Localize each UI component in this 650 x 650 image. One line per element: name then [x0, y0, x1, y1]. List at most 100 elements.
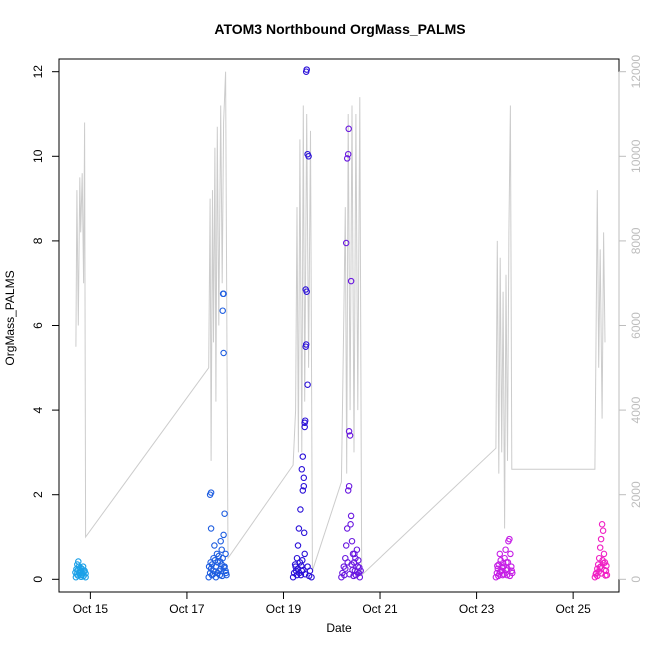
- data-point: [212, 568, 219, 575]
- data-point: [293, 554, 301, 562]
- data-point: [211, 542, 218, 549]
- y-tick-label: 12: [31, 65, 45, 79]
- data-point: [222, 550, 229, 558]
- data-point: [306, 567, 314, 575]
- x-tick-label: Oct 21: [362, 602, 398, 616]
- data-point: [600, 550, 608, 558]
- y-tick-label: 6: [31, 322, 45, 329]
- data-point: [220, 290, 227, 298]
- data-point: [343, 155, 351, 162]
- y-tick-label: 8: [31, 237, 45, 244]
- data-point: [302, 286, 309, 293]
- data-point: [347, 521, 354, 528]
- data-point: [508, 563, 515, 570]
- data-point: [301, 550, 308, 558]
- data-point: [82, 570, 89, 577]
- data-point: [342, 239, 350, 247]
- x-tick-label: Oct 17: [169, 602, 205, 616]
- data-point: [508, 567, 516, 575]
- data-point: [74, 572, 82, 579]
- data-point: [220, 349, 227, 357]
- data-point: [304, 381, 311, 388]
- data-point: [356, 564, 363, 571]
- left-y-axis: 0 2 4 6 8 10 12: [31, 65, 60, 583]
- data-point: [599, 527, 607, 534]
- data-point: [220, 564, 228, 571]
- data-point: [342, 542, 350, 549]
- data-point: [205, 573, 212, 581]
- data-point: [345, 482, 353, 490]
- data-point: [503, 571, 511, 579]
- data-point: [298, 562, 305, 570]
- data-point: [300, 482, 308, 490]
- x-tick-label: Oct 15: [73, 602, 109, 616]
- data-point: [600, 559, 607, 567]
- data-point: [73, 565, 80, 573]
- data-point: [299, 487, 307, 494]
- data-point: [298, 466, 306, 473]
- data-point: [294, 542, 302, 549]
- data-point: [347, 512, 355, 520]
- data-point: [344, 150, 352, 158]
- data-point: [217, 565, 224, 572]
- data-point: [295, 525, 303, 532]
- right-tick-label: 12000: [629, 55, 643, 89]
- data-point: [75, 558, 82, 565]
- right-altitude-axis: 0 2000 4000 6000 8000 10000 12000: [618, 55, 643, 583]
- right-tick-label: 6000: [629, 312, 643, 339]
- data-point: [207, 559, 214, 566]
- data-point: [496, 570, 503, 578]
- data-point: [349, 566, 356, 574]
- data-point: [355, 557, 362, 564]
- data-point: [599, 557, 606, 564]
- data-point: [345, 428, 353, 435]
- right-tick-label: 8000: [629, 227, 643, 254]
- data-point: [345, 125, 352, 133]
- data-point: [602, 572, 609, 579]
- data-point: [301, 423, 308, 431]
- data-point: [496, 550, 504, 558]
- data-point: [494, 562, 501, 570]
- right-tick-label: 10000: [629, 139, 643, 173]
- data-point: [216, 558, 224, 565]
- x-tick-label: Oct 19: [266, 602, 302, 616]
- x-axis: Oct 15 Oct 17 Oct 19 Oct 21 Oct 23 Oct 25: [73, 591, 591, 616]
- right-tick-label: 0: [629, 576, 643, 583]
- data-point: [222, 569, 230, 577]
- data-point: [300, 474, 308, 482]
- data-point: [80, 568, 88, 575]
- data-point: [348, 537, 356, 545]
- data-point: [506, 535, 513, 543]
- x-axis-label: Date: [326, 621, 352, 635]
- data-point: [303, 66, 310, 73]
- data-point: [350, 572, 357, 580]
- data-point: [356, 573, 364, 581]
- x-tick-label: Oct 25: [555, 602, 591, 616]
- data-point: [346, 432, 354, 439]
- data-point: [207, 489, 215, 496]
- data-point: [347, 277, 355, 285]
- data-point: [217, 537, 224, 545]
- data-point: [357, 567, 364, 575]
- data-point: [299, 453, 307, 460]
- data-point: [301, 417, 309, 424]
- data-point: [596, 544, 604, 551]
- data-point: [596, 564, 603, 571]
- data-point: [507, 550, 514, 558]
- data-point: [221, 510, 228, 517]
- data-point: [304, 150, 311, 158]
- data-point: [499, 559, 507, 567]
- data-point: [351, 550, 358, 558]
- data-point: [343, 525, 351, 532]
- data-point: [77, 567, 84, 575]
- data-point: [300, 529, 308, 537]
- data-point: [502, 546, 509, 553]
- x-tick-label: Oct 23: [459, 602, 495, 616]
- data-point: [205, 563, 213, 570]
- y-tick-label: 0: [31, 576, 45, 583]
- chart-title: ATOM3 Northbound OrgMass_PALMS: [214, 21, 465, 37]
- data-point: [342, 565, 349, 572]
- data-point: [219, 307, 226, 314]
- data-point: [220, 531, 227, 539]
